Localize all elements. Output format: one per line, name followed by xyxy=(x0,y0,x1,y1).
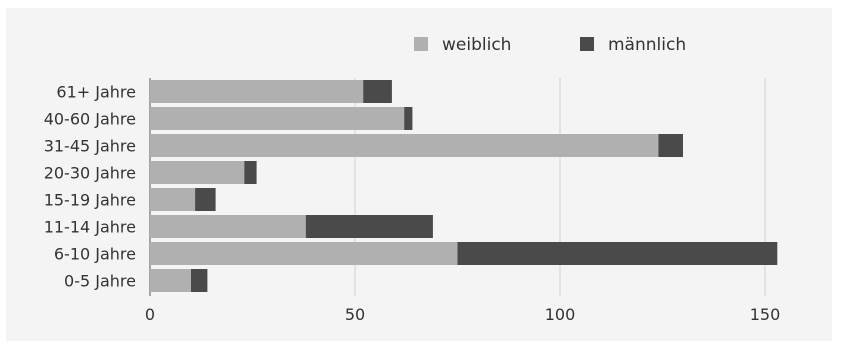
bar-weiblich xyxy=(150,242,458,265)
bar-maennlich xyxy=(457,242,778,265)
bar-maennlich xyxy=(195,188,216,211)
x-tick-label: 50 xyxy=(345,305,365,324)
bar-maennlich xyxy=(305,215,433,238)
category-label: 11-14 Jahre xyxy=(44,218,136,237)
category-label: 40-60 Jahre xyxy=(44,110,136,129)
chart-background xyxy=(6,8,832,341)
category-label: 20-30 Jahre xyxy=(44,164,136,183)
x-tick-label: 100 xyxy=(545,305,576,324)
bar-weiblich xyxy=(150,188,196,211)
legend-swatch xyxy=(414,37,428,51)
bar-weiblich xyxy=(150,134,659,157)
x-tick-label: 0 xyxy=(145,305,155,324)
legend-label: weiblich xyxy=(442,35,511,55)
bar-maennlich xyxy=(658,134,683,157)
legend-label: männlich xyxy=(608,35,686,55)
bar-weiblich xyxy=(150,269,191,292)
category-label: 0-5 Jahre xyxy=(64,272,136,291)
category-label: 31-45 Jahre xyxy=(44,137,136,156)
bar-weiblich xyxy=(150,215,306,238)
bar-maennlich xyxy=(191,269,208,292)
category-label: 15-19 Jahre xyxy=(44,191,136,210)
bar-maennlich xyxy=(404,107,413,130)
category-label: 6-10 Jahre xyxy=(54,245,136,264)
bar-maennlich xyxy=(363,80,392,103)
bar-weiblich xyxy=(150,80,364,103)
legend-swatch xyxy=(580,37,594,51)
x-tick-label: 150 xyxy=(750,305,781,324)
bar-weiblich xyxy=(150,161,245,184)
bar-maennlich xyxy=(244,161,257,184)
bar-weiblich xyxy=(150,107,405,130)
category-label: 61+ Jahre xyxy=(56,83,136,102)
